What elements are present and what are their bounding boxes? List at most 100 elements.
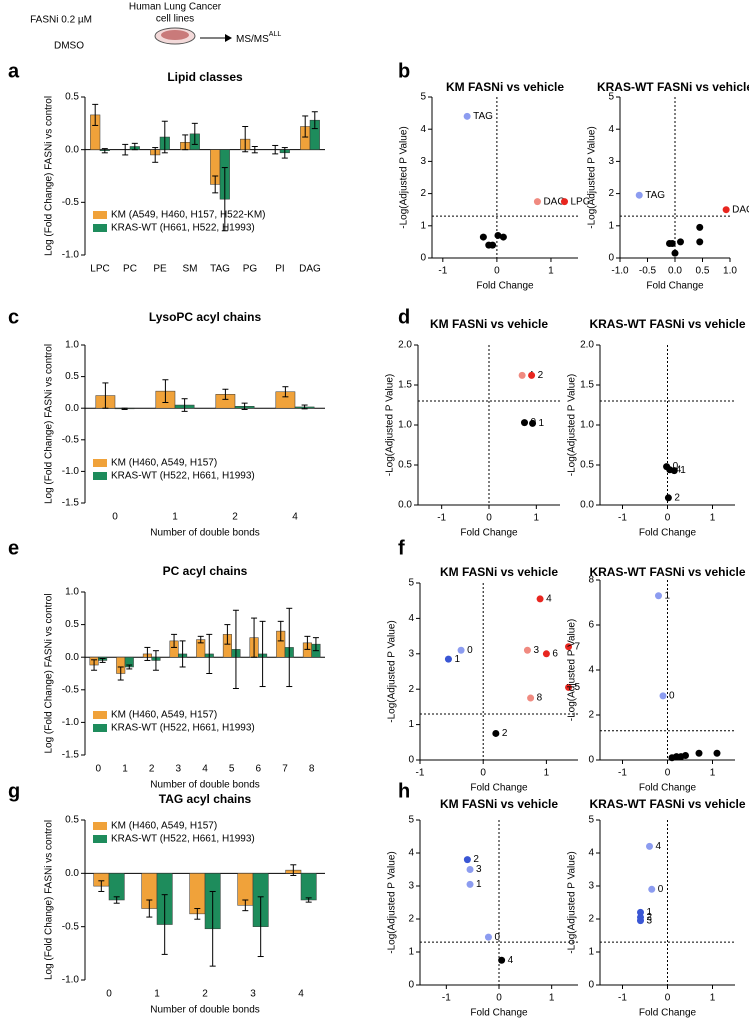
- y-tick-label: 1.5: [398, 380, 412, 391]
- x-tick-label: 3: [176, 764, 182, 775]
- point-label: 4: [676, 464, 682, 475]
- x-tick-label: -1: [618, 513, 627, 524]
- point: [528, 371, 536, 379]
- legend-swatch: [93, 459, 107, 467]
- point-label: 2: [473, 854, 479, 865]
- panel-label: c: [8, 306, 19, 328]
- y-tick-label: 4: [408, 613, 414, 624]
- x-tick-label: 0: [480, 768, 486, 779]
- point-label: TAG: [645, 190, 665, 201]
- y-tick-label: 2: [408, 914, 414, 925]
- y-axis-label: -Log(Adjusted P Value): [387, 851, 398, 953]
- point: [529, 419, 537, 427]
- point: [682, 752, 689, 759]
- method: MS/MSALL: [236, 31, 281, 45]
- y-tick-label: 1.5: [580, 380, 594, 391]
- bar: [108, 873, 125, 901]
- x-tick-label: 0: [665, 768, 671, 779]
- y-tick-label: 0.5: [65, 619, 79, 630]
- point: [499, 233, 507, 241]
- point: [637, 917, 644, 925]
- x-tick-label: 1: [172, 512, 178, 523]
- point-label: 0: [494, 932, 500, 943]
- point-label: 1: [680, 465, 686, 476]
- legend-swatch: [93, 224, 107, 232]
- point: [637, 908, 644, 916]
- x-tick-label: 0: [96, 764, 102, 775]
- y-tick-label: 1.0: [580, 420, 594, 431]
- x-tick-label: -1.0: [611, 266, 629, 277]
- y-axis-label: Log (Fold Change) FASNi vs control: [44, 820, 55, 980]
- point-label: 0: [658, 884, 664, 895]
- y-tick-label: 2: [420, 188, 426, 199]
- point: [722, 206, 730, 214]
- point: [536, 595, 544, 603]
- x-tick-label: 8: [309, 764, 315, 775]
- point-label: 2: [647, 912, 653, 923]
- y-tick-label: 2: [588, 914, 594, 925]
- y-tick-label: 0.5: [580, 460, 594, 471]
- point-label: 2: [502, 728, 508, 739]
- point-label: 4: [508, 955, 514, 966]
- legend-label: KRAS-WT (H522, H661, H1993): [111, 471, 255, 482]
- method-sup: ALL: [269, 31, 282, 38]
- point: [696, 238, 704, 246]
- point-label: 2: [674, 492, 680, 503]
- point-label: 1: [647, 907, 653, 918]
- chart-title: KRAS-WT FASNi vs vehicle: [589, 317, 745, 331]
- panel-label: g: [8, 780, 20, 802]
- chart-title: TAG acyl chains: [159, 792, 252, 806]
- point-label: 0: [669, 691, 675, 702]
- y-tick-label: 0: [408, 755, 414, 766]
- y-tick-label: 1: [420, 220, 426, 231]
- point-label: 8: [537, 693, 543, 704]
- panel-label: d: [398, 306, 410, 328]
- arrow-head: [225, 34, 232, 42]
- y-axis-label: -Log(Adjusted P Value): [385, 374, 396, 476]
- point: [492, 729, 500, 737]
- cells-line2: cell lines: [156, 14, 194, 25]
- y-tick-label: 5: [408, 578, 414, 589]
- point-label: 3: [647, 915, 653, 926]
- x-tick-label: LPC: [90, 264, 109, 275]
- panel-label: h: [398, 780, 410, 802]
- legend-label: KM (H460, A549, H157): [111, 458, 217, 469]
- point: [646, 842, 653, 850]
- y-tick-label: -1.0: [62, 717, 80, 728]
- point-label: 1: [665, 590, 671, 601]
- y-tick-label: -1.0: [62, 466, 80, 477]
- chart-title: KRAS-WT FASNi vs vehicle: [597, 80, 749, 94]
- x-axis-label: Fold Change: [470, 1008, 528, 1018]
- y-tick-label: 5: [588, 815, 594, 826]
- point: [479, 233, 487, 241]
- x-tick-label: SM: [183, 264, 198, 275]
- point: [560, 198, 568, 206]
- x-axis-label: Fold Change: [476, 281, 534, 292]
- point-label: 1: [539, 418, 545, 429]
- point: [484, 933, 492, 941]
- point: [695, 749, 703, 757]
- point-label: 3: [476, 864, 482, 875]
- x-tick-label: 0: [106, 989, 112, 1000]
- y-tick-label: 4: [588, 848, 594, 859]
- y-tick-label: 2.0: [580, 340, 594, 351]
- y-tick-label: 0: [608, 253, 614, 264]
- y-tick-label: -1.0: [62, 250, 80, 261]
- x-tick-label: 0: [112, 512, 118, 523]
- y-tick-label: 0: [588, 755, 594, 766]
- x-tick-label: 0: [494, 266, 500, 277]
- point: [635, 191, 643, 199]
- y-tick-label: 4: [408, 848, 414, 859]
- chart-title: KM FASNi vs vehicle: [446, 80, 564, 94]
- y-tick-label: 0.0: [65, 144, 79, 155]
- point: [527, 694, 535, 702]
- x-tick-label: 0: [665, 993, 671, 1004]
- x-tick-label: 5: [229, 764, 235, 775]
- bar: [300, 873, 317, 901]
- x-tick-label: 1: [710, 993, 716, 1004]
- x-tick-label: 7: [282, 764, 288, 775]
- y-tick-label: -1.5: [62, 498, 80, 509]
- x-tick-label: 1: [122, 764, 128, 775]
- x-tick-label: DAG: [299, 264, 321, 275]
